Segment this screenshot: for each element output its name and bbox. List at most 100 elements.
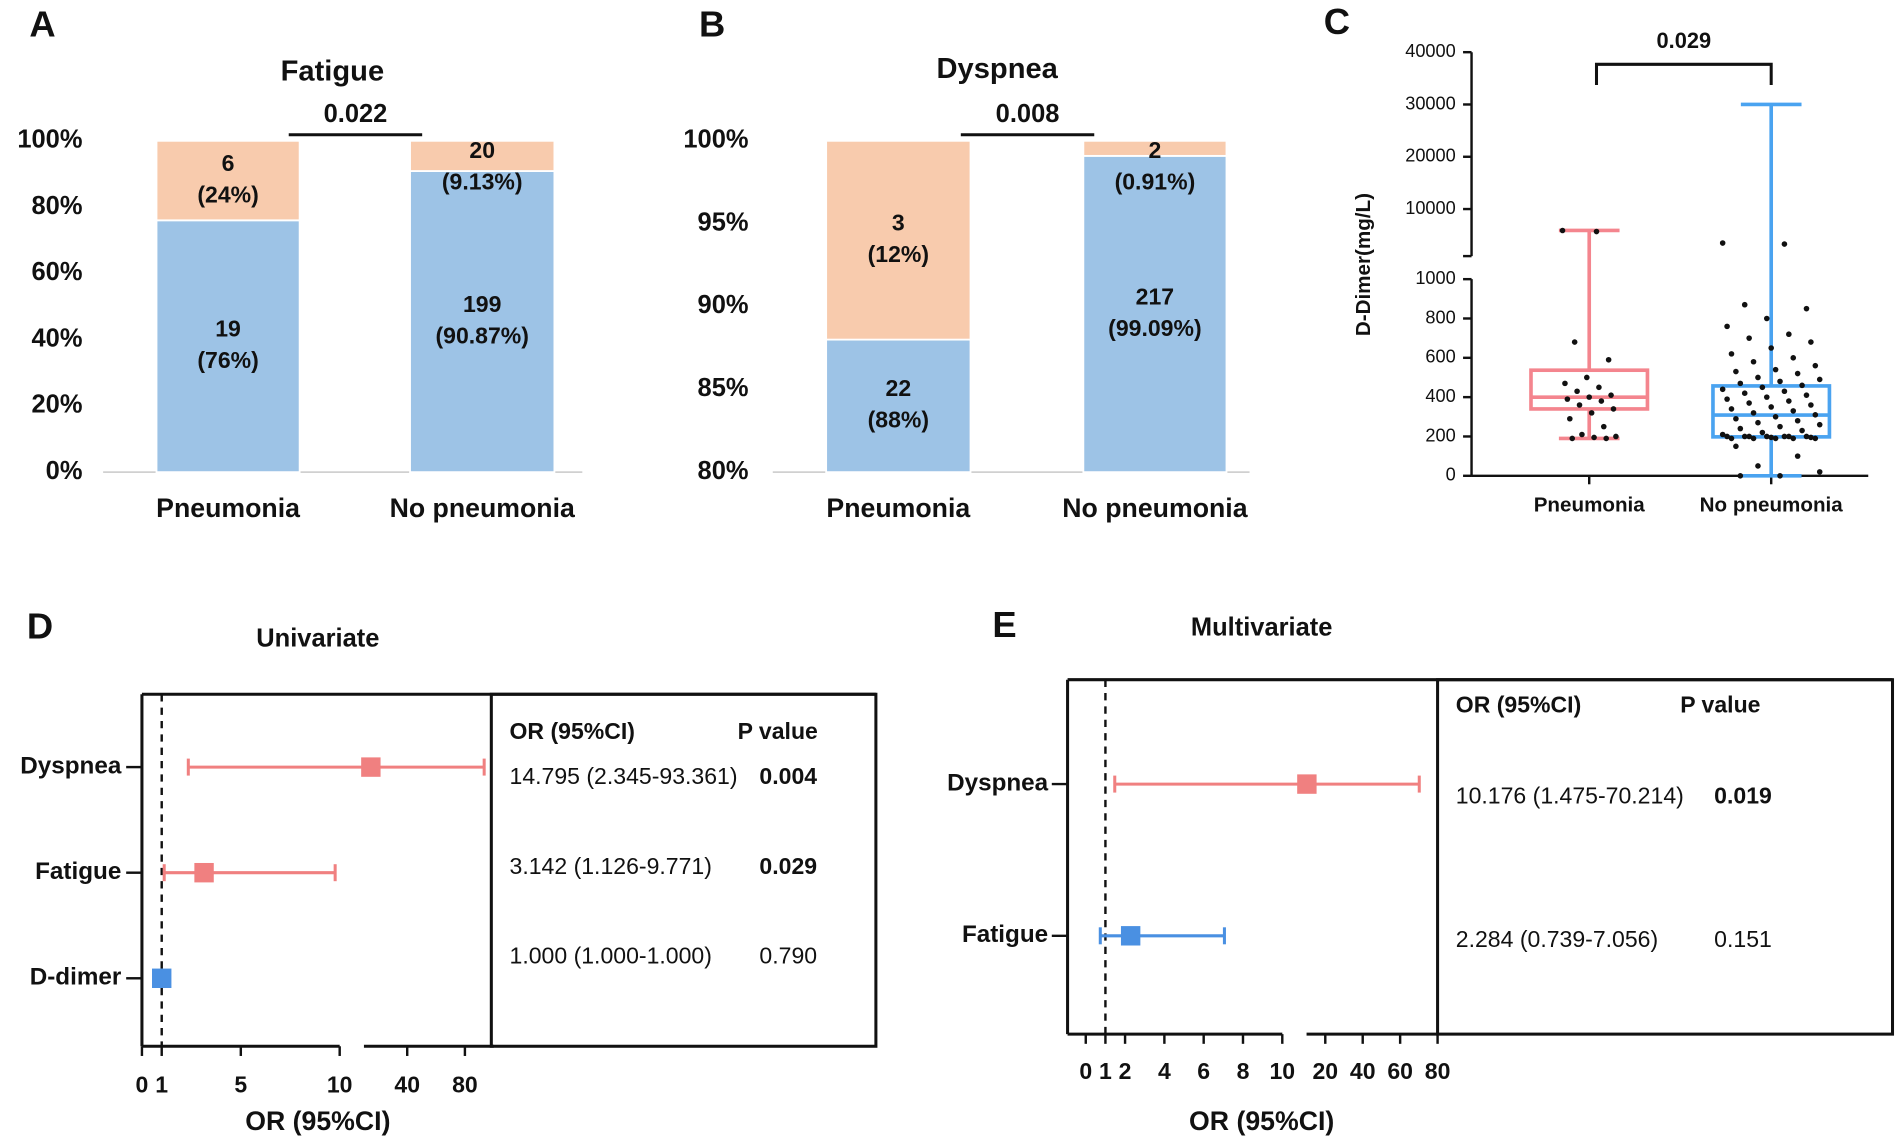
row-label: D-dimer (30, 964, 122, 991)
data-point (1763, 394, 1770, 400)
data-point (1803, 433, 1810, 440)
data-label: (76%) (197, 347, 258, 373)
p-value: 0.022 (324, 100, 388, 128)
y-tick-label: 800 (1425, 307, 1455, 327)
data-point (1794, 453, 1801, 459)
p-value: 0.008 (996, 100, 1060, 128)
data-point (1591, 434, 1597, 441)
panel-label: E (992, 604, 1016, 645)
p-value: 0.029 (1657, 28, 1712, 53)
chart-title: Univariate (256, 624, 379, 652)
data-point (1741, 433, 1748, 440)
x-tick-label: No pneumonia (1062, 493, 1248, 523)
data-point (1750, 435, 1757, 442)
data-point (1559, 227, 1566, 234)
data-label: (24%) (197, 181, 258, 207)
bar-segment (1082, 139, 1228, 157)
x-tick-label: 1 (1099, 1058, 1112, 1084)
data-point (1786, 398, 1792, 404)
y-tick-label: 20000 (1405, 146, 1456, 166)
data-label: 20 (469, 137, 495, 163)
y-tick-label: 600 (1425, 347, 1455, 367)
data-point (1768, 404, 1774, 410)
x-axis-label: OR (95%CI) (1189, 1106, 1334, 1136)
y-tick-label: 20% (32, 391, 83, 419)
data-point (1728, 406, 1735, 412)
row-label: Fatigue (962, 921, 1048, 948)
data-label: (12%) (868, 241, 929, 267)
x-tick-label: No pneumonia (1700, 494, 1844, 517)
data-point (1763, 433, 1770, 440)
x-axis-label: OR (95%CI) (245, 1106, 390, 1136)
data-point (1772, 435, 1779, 442)
x-tick-label: 2 (1119, 1058, 1132, 1084)
data-point (1567, 415, 1573, 422)
data-point (1755, 463, 1761, 469)
y-tick-label: 0% (46, 457, 83, 485)
box (1529, 368, 1650, 411)
table-cell: 3.142 (1.126-9.771) (510, 853, 712, 879)
data-point (1777, 378, 1783, 385)
x-tick-label: 4 (1158, 1058, 1171, 1084)
data-point (1603, 435, 1609, 442)
data-point (1724, 433, 1730, 440)
x-tick-label: 80 (452, 1071, 478, 1097)
y-tick-label: 100% (17, 126, 82, 154)
data-point (1569, 435, 1576, 442)
data-point (1803, 305, 1810, 312)
data-point (1768, 345, 1774, 351)
x-tick-label: 8 (1237, 1058, 1250, 1084)
table-cell: 0.004 (759, 763, 817, 789)
bar-segment (409, 139, 556, 172)
x-tick-label: 20 (1312, 1058, 1338, 1084)
data-point (1808, 402, 1814, 408)
y-tick-label: 0 (1446, 465, 1456, 485)
bar-segment (1082, 154, 1228, 474)
bar-segment (825, 139, 972, 341)
data-point (1794, 370, 1801, 377)
y-tick-label: 80% (32, 192, 83, 220)
data-point (1598, 398, 1605, 404)
x-tick-label: Pneumonia (156, 493, 301, 523)
data-point (1781, 388, 1788, 395)
table-frame (489, 692, 878, 1048)
x-tick-label: Pneumonia (826, 493, 971, 523)
data-label: 199 (463, 291, 501, 317)
y-axis-label: D-Dimer(mg/L) (1352, 193, 1375, 336)
data-point (1593, 228, 1600, 235)
data-point (1746, 400, 1752, 406)
table-header: OR (95%CI) (1456, 691, 1581, 717)
data-point (1808, 339, 1814, 345)
data-point (1741, 390, 1748, 397)
data-label: (9.13%) (442, 168, 523, 194)
data-point (1724, 396, 1730, 402)
data-point (1816, 376, 1823, 383)
or-marker (194, 862, 214, 883)
data-point (1586, 394, 1593, 400)
data-point (1600, 423, 1607, 430)
data-point (1803, 392, 1810, 398)
row-label: Dyspnea (947, 769, 1049, 796)
or-marker (1297, 774, 1317, 794)
table-header: P value (1680, 691, 1760, 717)
data-point (1768, 434, 1774, 441)
data-label: (88%) (868, 407, 929, 433)
data-point (1816, 421, 1823, 428)
x-tick-label: 10 (1269, 1058, 1295, 1084)
data-point (1772, 366, 1779, 373)
y-tick-label: 40000 (1405, 41, 1456, 61)
data-point (1737, 425, 1744, 432)
table-cell: 1.000 (1.000-1.000) (510, 943, 712, 969)
data-point (1812, 412, 1819, 418)
bar-segment (155, 139, 301, 222)
x-tick-label: 1 (155, 1071, 168, 1097)
data-point (1719, 240, 1726, 246)
chart-title: Fatigue (281, 56, 384, 88)
y-tick-label: 100% (683, 126, 748, 154)
data-point (1755, 374, 1761, 381)
data-point (1737, 380, 1744, 387)
y-tick-label: 85% (698, 374, 749, 402)
data-label: 22 (886, 375, 912, 401)
data-point (1750, 358, 1757, 365)
